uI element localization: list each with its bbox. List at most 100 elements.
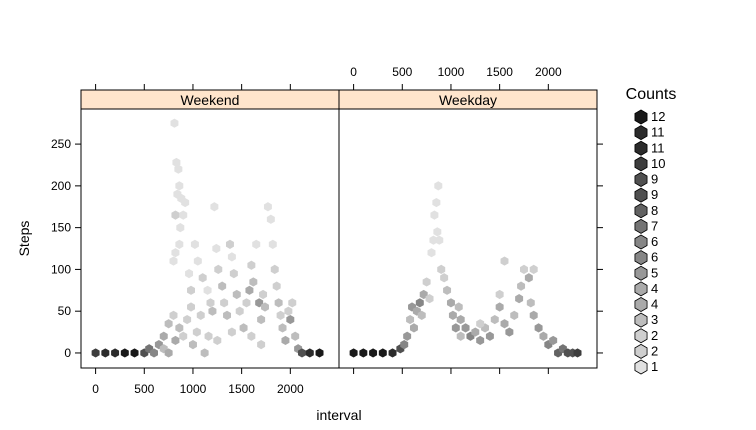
hexbin-cell: [515, 294, 524, 304]
hexbin-cell: [150, 348, 158, 358]
hexbin-cell: [526, 298, 535, 308]
legend-swatch: [634, 140, 648, 156]
y-tick-label: 50: [58, 304, 72, 318]
y-tick-label: 100: [51, 262, 71, 276]
hexbin-cell: [529, 310, 538, 320]
legend-label: 2: [651, 328, 658, 343]
hexbin-cell: [213, 335, 222, 346]
hexbin-cell: [203, 285, 212, 295]
hexbin-cell: [291, 331, 300, 341]
legend-swatch: [634, 343, 648, 359]
legend-label: 4: [651, 281, 658, 296]
hexbin-cell: [252, 239, 261, 249]
hexbin-cell: [437, 264, 446, 275]
hexbin-cell: [427, 248, 436, 258]
hexbin-cell: [111, 348, 120, 358]
hexbin-cell: [409, 323, 418, 333]
y-tick-label: 250: [51, 137, 71, 151]
hexbin-cell: [378, 348, 387, 358]
hexbin-cell: [435, 235, 444, 245]
hexbin-cell: [196, 310, 205, 320]
hexbin-cell: [200, 348, 209, 358]
legend-swatch: [634, 297, 648, 312]
legend-label: 6: [651, 250, 658, 265]
hexbin-cell: [510, 310, 519, 320]
hexbin-cell: [305, 348, 314, 358]
x-tick-label-bottom: 1000: [180, 382, 207, 396]
hexbin-cell: [171, 335, 180, 346]
hexbin-cell: [268, 239, 277, 249]
panel-weekday: Weekday: [338, 89, 598, 369]
hexbin-cell: [284, 306, 293, 316]
hexbin-cell: [187, 302, 195, 312]
hexbin-cell: [425, 294, 434, 304]
y-tick-label: 200: [51, 179, 71, 193]
hexbin-cell: [278, 323, 287, 333]
strip-label-weekday: Weekday: [439, 92, 497, 108]
legend-swatch: [634, 156, 648, 172]
hexbin-cell: [485, 331, 494, 341]
hexbin-cell: [403, 331, 412, 341]
legend-swatch: [634, 218, 648, 234]
hexbin-cell: [270, 264, 279, 275]
x-tick-label-bottom: 0: [92, 382, 99, 396]
hexbin-cell: [210, 202, 219, 212]
hexbin-cell: [286, 314, 295, 325]
hexbin-cell: [249, 277, 258, 287]
hexbin-cell: [400, 340, 409, 350]
hexbin-cell: [495, 289, 504, 300]
hexbin-cell: [500, 256, 509, 266]
hexbin-cell: [272, 281, 281, 291]
hexbin-cell: [539, 331, 548, 341]
y-tick-label: 0: [64, 346, 71, 360]
hexbin-cell: [179, 331, 188, 341]
hexbin-cell: [164, 348, 173, 358]
hexbin-cell: [193, 256, 202, 266]
hexbin-cell: [415, 298, 424, 308]
x-tick-label-top: 1500: [486, 65, 513, 79]
legend-swatch: [634, 203, 648, 219]
legend-label: 10: [651, 156, 665, 171]
hexbin-cell: [181, 197, 190, 208]
legend-label: 11: [651, 140, 665, 155]
hexbin-cell: [359, 348, 368, 358]
hexbin-cell: [476, 335, 485, 346]
hexbin-cell: [170, 118, 179, 128]
hexbin-cell: [573, 348, 582, 358]
hexbin-cell: [298, 348, 306, 358]
hexbin-cell: [220, 298, 229, 308]
legend-label: 12: [651, 109, 665, 124]
legend-swatch: [634, 359, 648, 375]
hexbin-cell: [227, 252, 236, 262]
hexbin-cell: [500, 319, 509, 329]
hexbin-cell: [451, 323, 460, 333]
hexbin-cell: [225, 239, 234, 249]
legend-swatch: [634, 250, 648, 266]
x-tick-label-top: 500: [392, 65, 412, 79]
hexbin-cell: [288, 298, 297, 308]
hexbin-cell: [388, 348, 397, 358]
legend-label: 9: [651, 172, 658, 187]
hexbin-cell: [187, 285, 195, 295]
legend-swatch: [634, 125, 648, 141]
legend-label: 9: [651, 187, 658, 202]
hexbin-cell: [266, 214, 275, 224]
hexbin-cell: [179, 210, 188, 220]
hexbin-cell: [183, 314, 192, 325]
hexbin-cell: [505, 327, 514, 337]
hexbin-cell: [242, 298, 251, 308]
x-tick-label-top: 1000: [438, 65, 465, 79]
legend-label: 2: [651, 343, 658, 358]
hexbin-cell: [524, 273, 533, 283]
hexbin-cell: [263, 202, 272, 212]
hexbin-cell: [257, 314, 266, 325]
hexbin-cell: [417, 310, 426, 320]
hexbin-cell: [440, 273, 449, 283]
panels-group: Weekend Weekday: [80, 89, 598, 369]
hexbin-cell: [422, 277, 431, 287]
hexbin-cell: [130, 348, 139, 358]
legend-swatch: [634, 281, 648, 297]
hexbin-cell: [349, 348, 358, 358]
legend-label: 11: [651, 125, 665, 140]
hexbin-cell: [281, 335, 290, 346]
